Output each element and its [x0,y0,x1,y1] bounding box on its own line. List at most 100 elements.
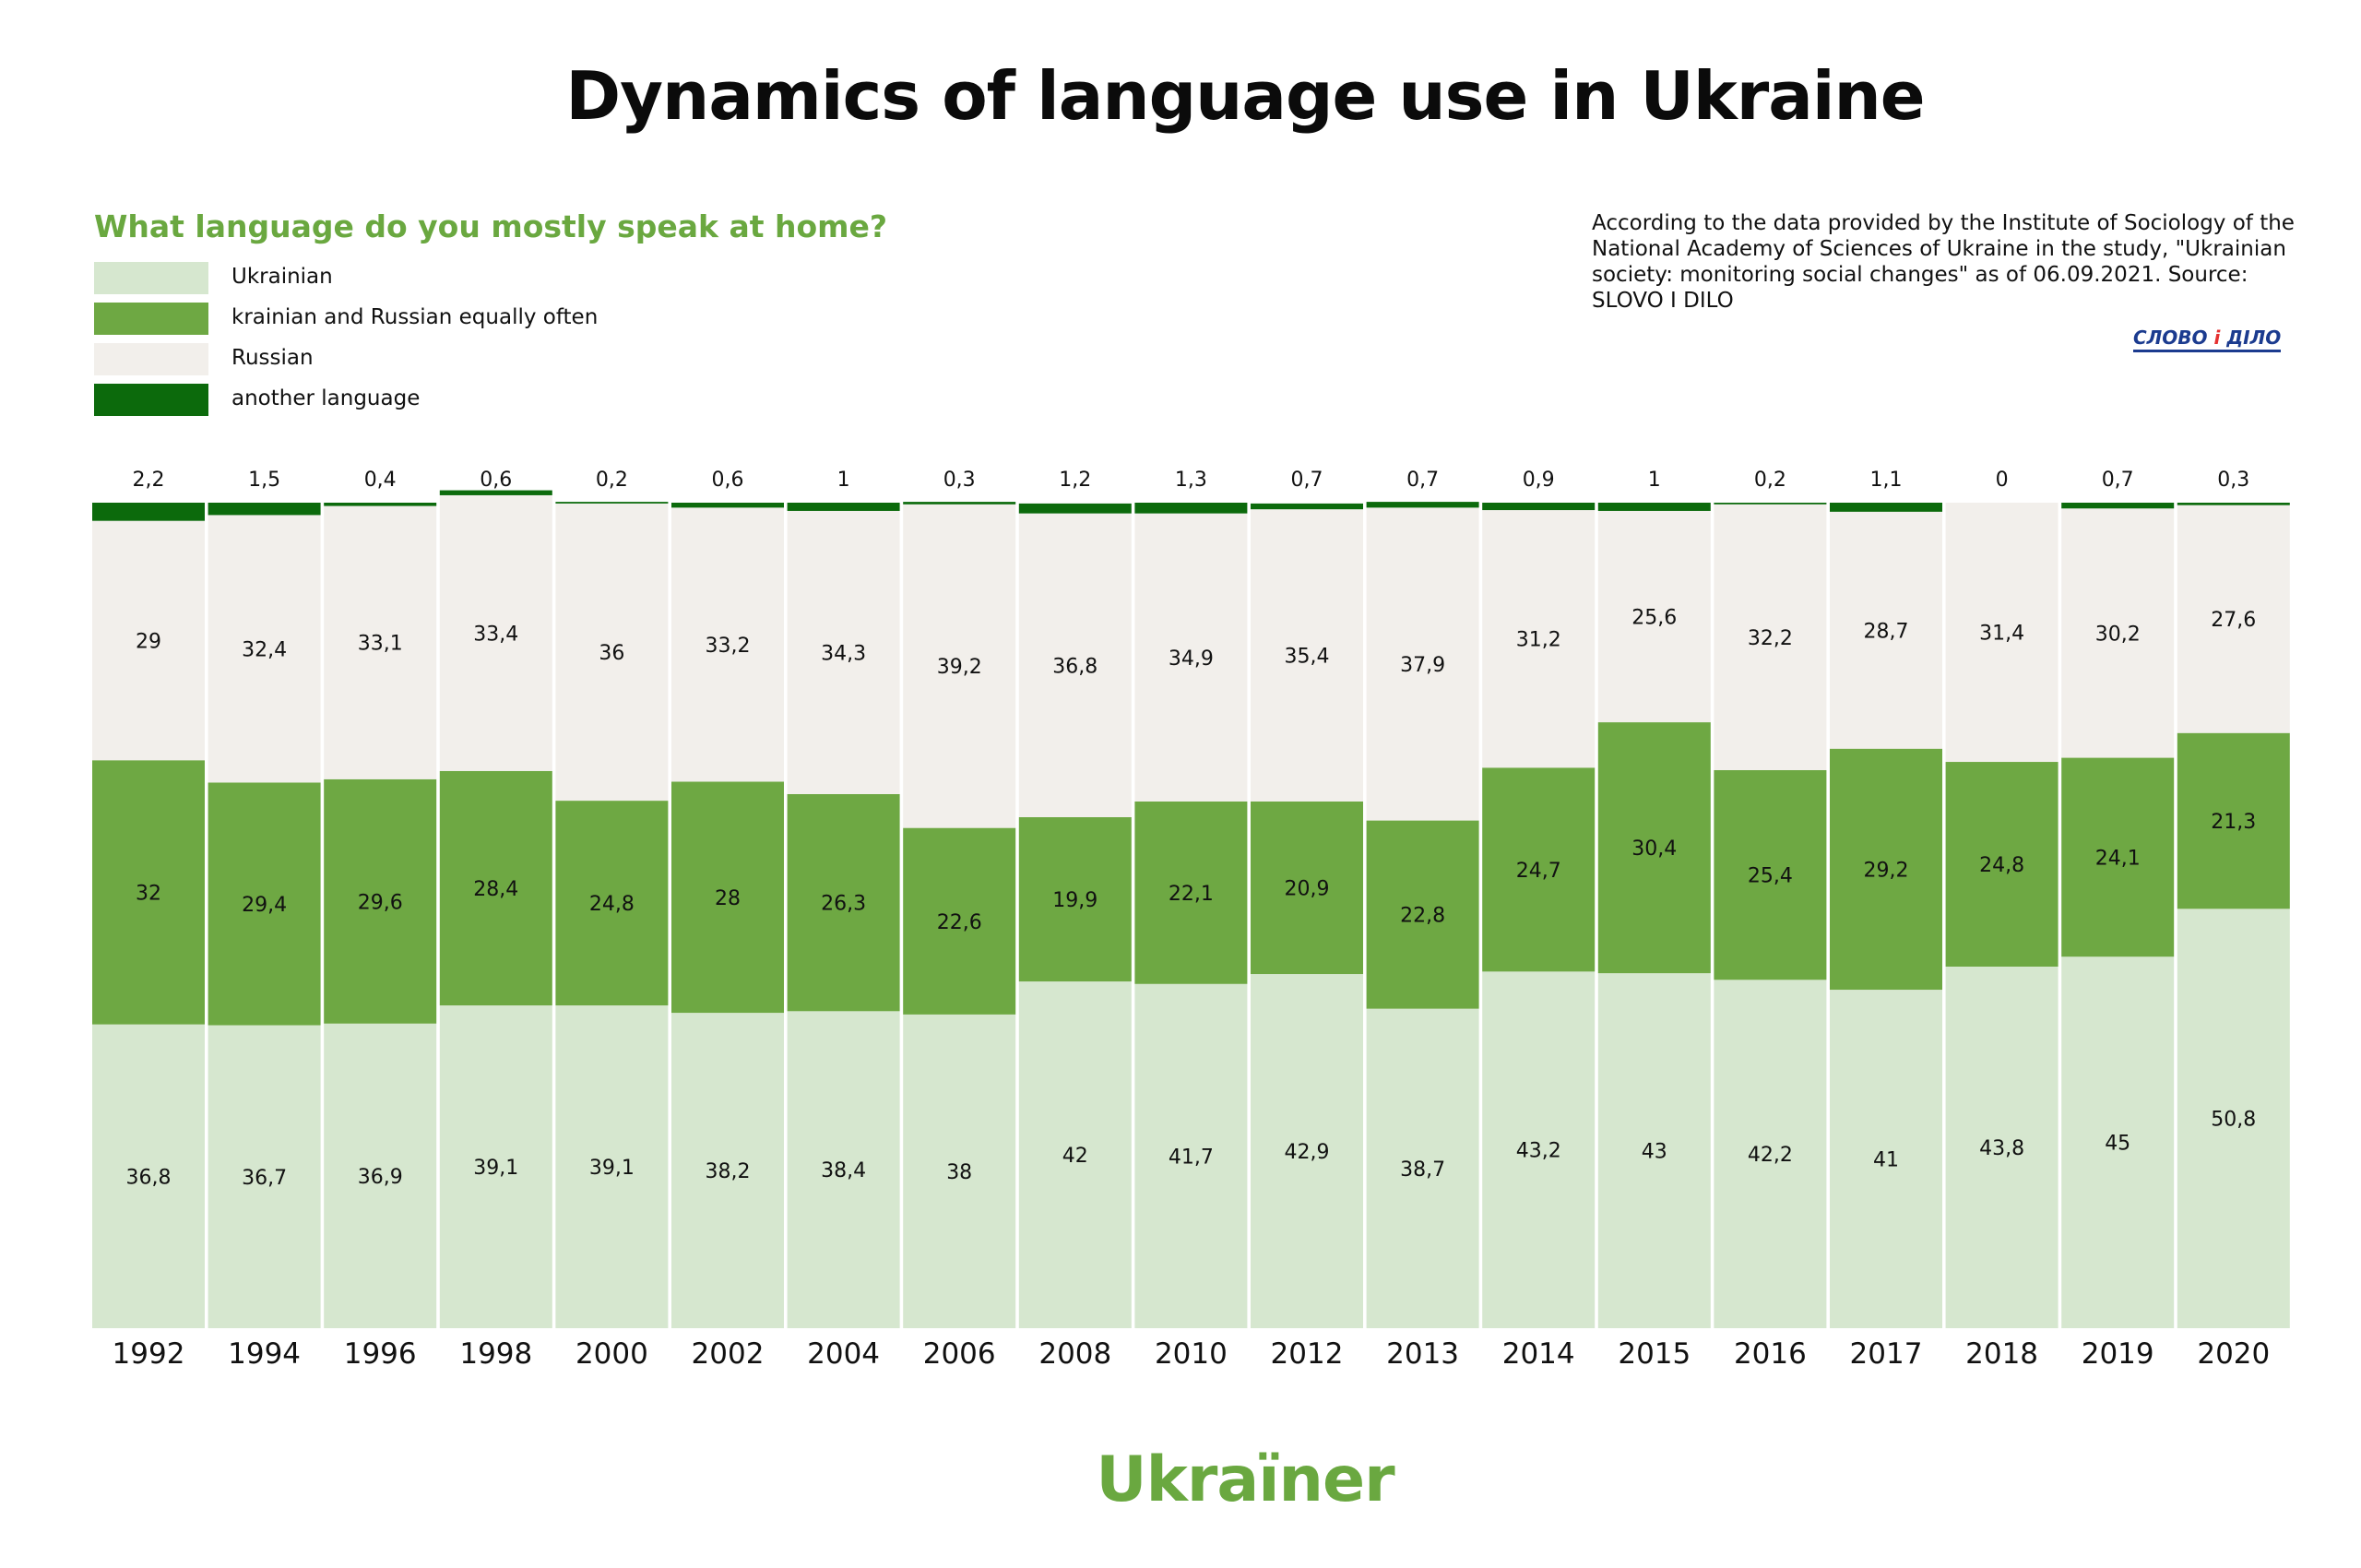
label-krainian-and-russian-equally-often-1994: 29,4 [242,894,287,917]
bar-ukrainian-2008 [1018,981,1132,1328]
bar-russian-1998 [439,494,552,771]
bar-ukrainian-1996 [324,1023,437,1328]
label-russian-2019: 30,2 [2095,623,2141,646]
bar-krainian-and-russian-equally-often-2013 [1366,820,1479,1009]
bar-russian-2016 [1714,504,1827,770]
label-ukrainian-2002: 38,2 [706,1160,751,1183]
bar-ukrainian-2018 [1945,966,2058,1328]
legend-swatch-both [94,303,208,335]
source-note: According to the data provided by the In… [1592,211,2295,313]
label-another-language-1992: 2,2 [133,469,165,492]
bar-another-language-2015 [1597,503,1711,511]
label-ukrainian-2016: 42,2 [1748,1144,1793,1167]
label-krainian-and-russian-equally-often-2016: 25,4 [1748,865,1793,888]
ukrainer-logo: Ukraïner [1096,1443,1394,1516]
label-russian-1992: 29 [136,630,161,653]
legend-label-ukrainian: Ukrainian [231,265,333,289]
x-tick-2016: 2016 [1734,1337,1807,1371]
bar-russian-2013 [1366,507,1479,821]
label-another-language-2004: 1 [837,469,850,492]
x-tick-2002: 2002 [692,1337,765,1371]
bar-another-language-2019 [2061,503,2175,509]
bar-krainian-and-russian-equally-often-2015 [1597,722,1711,974]
label-ukrainian-2019: 45 [2105,1133,2130,1156]
x-tick-2013: 2013 [1386,1337,1459,1371]
label-ukrainian-2000: 39,1 [589,1157,635,1180]
label-another-language-2012: 0,7 [1291,469,1323,492]
bar-russian-1994 [208,515,321,783]
label-ukrainian-2015: 43 [1642,1141,1667,1164]
label-ukrainian-2018: 43,8 [1979,1137,2024,1160]
legend-label-russian: Russian [231,346,314,370]
bar-krainian-and-russian-equally-often-2002 [671,781,784,1014]
label-russian-2008: 36,8 [1052,655,1097,678]
label-ukrainian-2008: 42 [1062,1145,1088,1168]
label-another-language-2002: 0,6 [712,469,744,492]
x-tick-2018: 2018 [1965,1337,2038,1371]
bar-another-language-2020 [2177,503,2290,505]
x-tick-2012: 2012 [1271,1337,1344,1371]
logo-text-left: СЛОВО [2133,327,2208,349]
label-another-language-2008: 1,2 [1059,469,1091,492]
label-ukrainian-2014: 43,2 [1516,1140,1561,1163]
label-another-language-1994: 1,5 [248,469,280,492]
label-russian-2012: 35,4 [1285,646,1330,669]
bar-ukrainian-2014 [1482,971,1596,1328]
bar-another-language-2006 [903,502,1016,505]
label-krainian-and-russian-equally-often-2017: 29,2 [1864,859,1909,882]
bar-ukrainian-2019 [2061,956,2175,1328]
label-another-language-2013: 0,7 [1406,469,1439,492]
bar-krainian-and-russian-equally-often-2000 [555,801,669,1006]
label-russian-2018: 31,4 [1979,623,2024,646]
bar-russian-2019 [2061,508,2175,758]
bar-ukrainian-2017 [1830,990,1942,1328]
label-ukrainian-1992: 36,8 [126,1166,172,1189]
label-another-language-2019: 0,7 [2102,469,2134,492]
bar-another-language-2017 [1830,503,1942,512]
label-krainian-and-russian-equally-often-1992: 32 [136,882,161,905]
label-another-language-1996: 0,4 [364,469,397,492]
bar-krainian-and-russian-equally-often-2018 [1945,762,2058,967]
bar-krainian-and-russian-equally-often-2020 [2177,732,2290,909]
x-tick-1992: 1992 [113,1337,185,1371]
bar-krainian-and-russian-equally-often-2012 [1251,801,1363,975]
label-krainian-and-russian-equally-often-2013: 22,8 [1400,905,1445,928]
bar-krainian-and-russian-equally-often-2004 [787,793,900,1012]
chart-question: What language do you mostly speak at hom… [94,208,888,244]
bar-another-language-2013 [1366,502,1479,508]
label-krainian-and-russian-equally-often-2008: 19,9 [1052,889,1097,912]
label-ukrainian-2010: 41,7 [1169,1146,1214,1169]
legend-label-both: krainian and Russian equally often [231,305,599,329]
label-another-language-2015: 1 [1648,469,1661,492]
bar-krainian-and-russian-equally-often-1992 [92,760,205,1025]
bar-ukrainian-2020 [2177,909,2290,1328]
label-krainian-and-russian-equally-often-2019: 24,1 [2095,847,2141,870]
label-russian-2000: 36 [599,642,624,665]
legend-swatch-russian [94,343,208,375]
label-krainian-and-russian-equally-often-1998: 28,4 [473,878,518,901]
bar-another-language-1992 [92,503,205,521]
label-another-language-2016: 0,2 [1754,469,1786,492]
x-tick-2015: 2015 [1618,1337,1691,1371]
slovo-i-dilo-logo: СЛОВО і ДІЛО [2133,327,2282,352]
bar-krainian-and-russian-equally-often-1996 [324,778,437,1024]
bar-another-language-2000 [555,502,669,504]
bar-another-language-2008 [1018,503,1132,514]
legend-swatch-other [94,384,208,416]
label-another-language-2010: 1,3 [1175,469,1207,492]
label-ukrainian-2006: 38 [946,1161,972,1184]
label-krainian-and-russian-equally-often-2012: 20,9 [1285,878,1330,901]
legend-swatch-ukrainian [94,262,208,294]
label-ukrainian-1998: 39,1 [473,1157,518,1180]
label-krainian-and-russian-equally-often-2010: 22,1 [1169,883,1214,906]
bar-krainian-and-russian-equally-often-2019 [2061,757,2175,957]
bar-krainian-and-russian-equally-often-2010 [1134,801,1248,984]
x-tick-1996: 1996 [344,1337,417,1371]
label-another-language-2014: 0,9 [1523,469,1555,492]
bar-ukrainian-2012 [1251,974,1363,1328]
label-krainian-and-russian-equally-often-2015: 30,4 [1631,837,1677,861]
bar-krainian-and-russian-equally-often-1998 [439,770,552,1006]
label-ukrainian-2012: 42,9 [1285,1141,1330,1164]
logo-text-mid: і [2213,327,2221,349]
